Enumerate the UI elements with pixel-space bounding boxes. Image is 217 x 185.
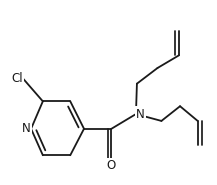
Text: O: O xyxy=(107,159,116,172)
Text: N: N xyxy=(22,122,31,135)
Text: Cl: Cl xyxy=(12,72,23,85)
Text: N: N xyxy=(136,107,145,121)
